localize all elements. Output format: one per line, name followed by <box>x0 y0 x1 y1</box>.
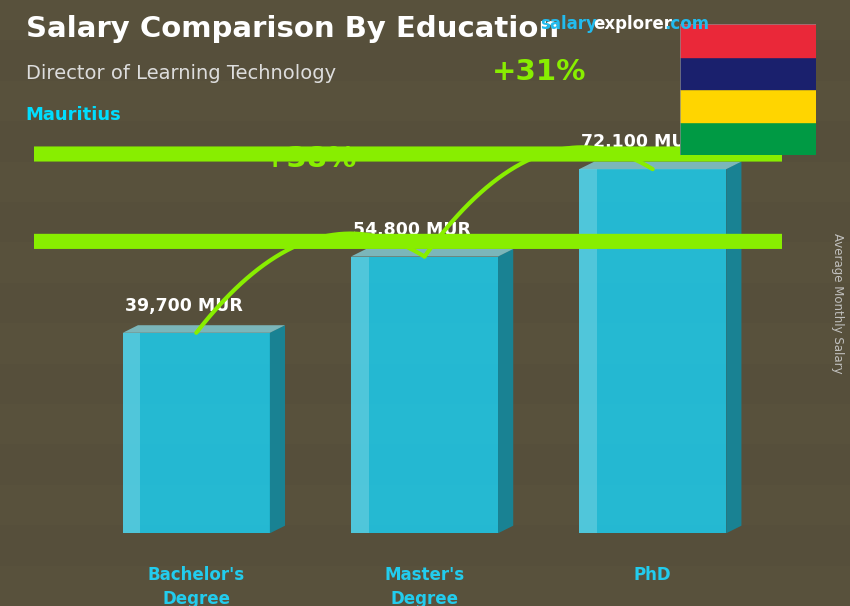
Polygon shape <box>122 325 285 333</box>
Polygon shape <box>122 333 140 533</box>
Polygon shape <box>726 162 741 533</box>
Polygon shape <box>498 249 513 533</box>
Polygon shape <box>579 162 741 169</box>
Text: Mauritius: Mauritius <box>26 106 122 124</box>
Text: 54,800 MUR: 54,800 MUR <box>353 221 471 239</box>
Text: explorer: explorer <box>593 15 672 33</box>
Text: Average Monthly Salary: Average Monthly Salary <box>830 233 844 373</box>
Text: Director of Learning Technology: Director of Learning Technology <box>26 64 336 82</box>
Text: Salary Comparison By Education: Salary Comparison By Education <box>26 15 558 43</box>
Text: 72,100 MUR: 72,100 MUR <box>581 133 699 152</box>
Bar <box>680 57 816 89</box>
Polygon shape <box>269 325 285 533</box>
Text: .com: .com <box>664 15 709 33</box>
Text: salary: salary <box>540 15 597 33</box>
Text: 39,700 MUR: 39,700 MUR <box>125 297 242 315</box>
Polygon shape <box>0 147 850 162</box>
Text: Bachelor's
Degree: Bachelor's Degree <box>148 566 245 606</box>
Text: +38%: +38% <box>264 145 358 173</box>
Text: PhD: PhD <box>634 566 672 584</box>
Text: Master's
Degree: Master's Degree <box>384 566 465 606</box>
Polygon shape <box>122 333 269 533</box>
Polygon shape <box>579 169 597 533</box>
Polygon shape <box>0 234 850 249</box>
Polygon shape <box>579 169 726 533</box>
Polygon shape <box>351 256 498 533</box>
Bar <box>680 122 816 155</box>
Polygon shape <box>351 256 369 533</box>
Polygon shape <box>351 249 513 256</box>
Text: +31%: +31% <box>491 58 586 86</box>
Bar <box>680 24 816 57</box>
Bar <box>680 89 816 122</box>
